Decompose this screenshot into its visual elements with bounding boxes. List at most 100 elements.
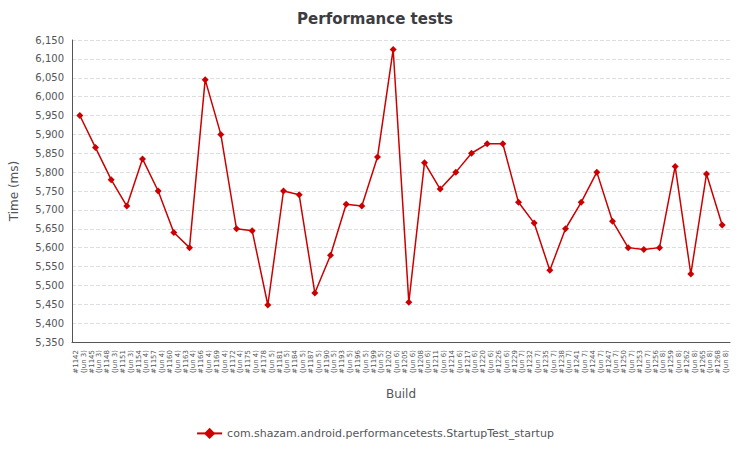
svg-text:#1217: #1217 (463, 350, 472, 374)
svg-text:#1211: #1211 (432, 350, 441, 374)
svg-text:5,350: 5,350 (35, 337, 64, 348)
svg-text:(Jun 4): (Jun 4) (205, 350, 213, 373)
svg-text:(Jun 6): (Jun 6) (503, 350, 511, 373)
svg-text:#1172: #1172 (228, 350, 237, 374)
svg-text:(Jun 6): (Jun 6) (456, 350, 464, 373)
svg-text:#1253: #1253 (636, 350, 645, 374)
svg-text:(Jun 3): (Jun 3) (80, 350, 88, 373)
svg-text:(Jun 3): (Jun 3) (127, 350, 135, 373)
svg-text:#1196: #1196 (354, 350, 363, 374)
svg-text:#1148: #1148 (103, 350, 112, 374)
svg-text:#1241: #1241 (573, 350, 582, 374)
svg-text:(Jun 7): (Jun 7) (644, 350, 652, 373)
svg-text:5,600: 5,600 (35, 242, 64, 253)
svg-text:5,500: 5,500 (35, 280, 64, 291)
svg-text:#1226: #1226 (495, 350, 504, 374)
svg-text:(Jun 7): (Jun 7) (565, 350, 573, 373)
svg-text:(Jun 8): (Jun 8) (722, 350, 730, 373)
svg-text:5,550: 5,550 (35, 261, 64, 272)
svg-text:5,650: 5,650 (35, 223, 64, 234)
svg-text:5,800: 5,800 (35, 167, 64, 178)
svg-text:(Jun 6): (Jun 6) (409, 350, 417, 373)
svg-text:#1142: #1142 (72, 350, 81, 374)
svg-text:(Jun 5): (Jun 5) (268, 350, 276, 373)
svg-text:(Jun 7): (Jun 7) (597, 350, 605, 373)
svg-text:#1193: #1193 (338, 350, 347, 374)
svg-text:#1220: #1220 (479, 350, 488, 374)
svg-text:#1175: #1175 (244, 350, 253, 374)
svg-text:(Jun 7): (Jun 7) (534, 350, 542, 373)
svg-text:(Jun 4): (Jun 4) (142, 350, 150, 373)
svg-text:5,750: 5,750 (35, 186, 64, 197)
svg-text:Performance tests: Performance tests (297, 10, 453, 28)
svg-text:(Jun 8): (Jun 8) (659, 350, 667, 373)
svg-text:#1244: #1244 (589, 350, 598, 374)
svg-text:(Jun 5): (Jun 5) (330, 350, 338, 373)
svg-text:#1190: #1190 (322, 350, 331, 374)
svg-text:#1208: #1208 (416, 350, 425, 374)
svg-text:(Jun 4): (Jun 4) (158, 350, 166, 373)
svg-text:#1187: #1187 (307, 350, 316, 374)
svg-text:(Jun 4): (Jun 4) (189, 350, 197, 373)
svg-text:#1154: #1154 (134, 350, 143, 374)
svg-text:(Jun 5): (Jun 5) (362, 350, 370, 373)
svg-text:#1232: #1232 (526, 350, 535, 374)
svg-text:#1169: #1169 (213, 350, 222, 374)
svg-text:(Jun 5): (Jun 5) (283, 350, 291, 373)
svg-text:(Jun 4): (Jun 4) (174, 350, 182, 373)
svg-text:(Jun 7): (Jun 7) (518, 350, 526, 373)
svg-text:#1202: #1202 (385, 350, 394, 374)
svg-text:#1199: #1199 (369, 350, 378, 374)
svg-text:(Jun 7): (Jun 7) (550, 350, 558, 373)
svg-text:(Jun 4): (Jun 4) (221, 350, 229, 373)
svg-text:6,150: 6,150 (35, 35, 64, 46)
svg-text:(Jun 5): (Jun 5) (346, 350, 354, 373)
svg-text:#1214: #1214 (448, 350, 457, 374)
svg-text:#1247: #1247 (604, 350, 613, 374)
svg-text:(Jun 3): (Jun 3) (95, 350, 103, 373)
svg-text:(Jun 4): (Jun 4) (252, 350, 260, 373)
svg-text:#1229: #1229 (510, 350, 519, 374)
svg-text:#1163: #1163 (181, 350, 190, 374)
svg-text:#1145: #1145 (87, 350, 96, 374)
svg-text:(Jun 8): (Jun 8) (675, 350, 683, 373)
svg-text:com.shazam.android.performance: com.shazam.android.performancetests.Star… (227, 427, 554, 440)
svg-text:#1151: #1151 (119, 350, 128, 374)
svg-text:(Jun 6): (Jun 6) (424, 350, 432, 373)
svg-text:(Jun 6): (Jun 6) (487, 350, 495, 373)
svg-text:#1235: #1235 (542, 350, 551, 374)
svg-text:6,000: 6,000 (35, 91, 64, 102)
svg-text:#1166: #1166 (197, 350, 206, 374)
svg-text:5,950: 5,950 (35, 110, 64, 121)
svg-text:(Jun 6): (Jun 6) (440, 350, 448, 373)
svg-text:(Jun 3): (Jun 3) (111, 350, 119, 373)
svg-text:(Jun 5): (Jun 5) (299, 350, 307, 373)
svg-text:#1250: #1250 (620, 350, 629, 374)
svg-text:5,900: 5,900 (35, 129, 64, 140)
svg-text:(Jun 5): (Jun 5) (377, 350, 385, 373)
svg-text:(Jun 5): (Jun 5) (315, 350, 323, 373)
svg-text:#1178: #1178 (260, 350, 269, 374)
svg-text:5,400: 5,400 (35, 318, 64, 329)
svg-text:#1160: #1160 (166, 350, 175, 374)
svg-text:#1205: #1205 (401, 350, 410, 374)
svg-text:(Jun 4): (Jun 4) (236, 350, 244, 373)
svg-text:6,050: 6,050 (35, 72, 64, 83)
svg-text:6,100: 6,100 (35, 53, 64, 64)
svg-text:5,450: 5,450 (35, 299, 64, 310)
svg-text:(Jun 7): (Jun 7) (612, 350, 620, 373)
svg-text:(Jun 7): (Jun 7) (628, 350, 636, 373)
svg-text:Time (ms): Time (ms) (7, 161, 21, 223)
svg-text:(Jun 6): (Jun 6) (471, 350, 479, 373)
svg-text:(Jun 6): (Jun 6) (393, 350, 401, 373)
svg-text:(Jun 8): (Jun 8) (706, 350, 714, 373)
svg-text:#1157: #1157 (150, 350, 159, 374)
svg-text:#1181: #1181 (275, 350, 284, 374)
svg-text:Build: Build (386, 387, 416, 401)
svg-text:#1184: #1184 (291, 350, 300, 374)
svg-text:(Jun 7): (Jun 7) (581, 350, 589, 373)
svg-text:#1238: #1238 (557, 350, 566, 374)
svg-text:5,850: 5,850 (35, 148, 64, 159)
svg-text:5,700: 5,700 (35, 204, 64, 215)
svg-text:(Jun 8): (Jun 8) (691, 350, 699, 373)
